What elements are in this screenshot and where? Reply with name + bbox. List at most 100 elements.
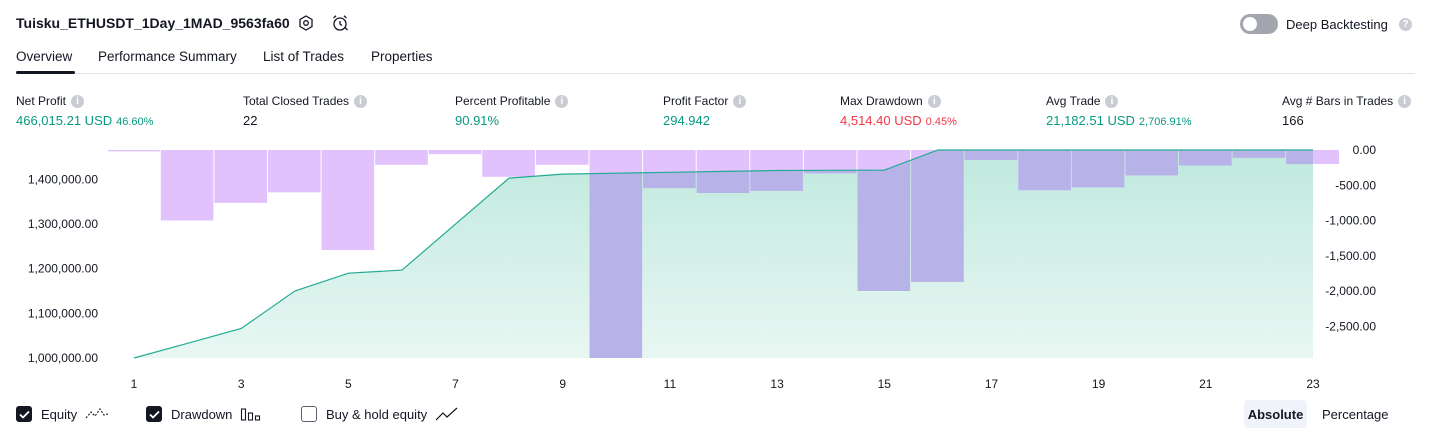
y-left-tick-label: 1,200,000.00: [28, 262, 98, 276]
metric-value: 294.942: [663, 113, 710, 128]
y-right-tick-label: -1,000.00: [1325, 214, 1376, 228]
drawdown-bar-overlap: [1018, 150, 1071, 191]
absolute-button[interactable]: Absolute: [1244, 400, 1307, 428]
y-right-tick-label: -2,500.00: [1325, 319, 1376, 333]
line-chart-icon: [435, 407, 458, 421]
drawdown-bar: [482, 150, 535, 177]
drawdown-checkbox[interactable]: Drawdown: [146, 404, 262, 424]
drawdown-bar: [428, 150, 482, 155]
drawdown-bar: [160, 150, 214, 221]
checkbox-unchecked-icon: [301, 406, 317, 422]
metric-label: Net Profit: [16, 94, 67, 108]
drawdown-bar-overlap: [1286, 150, 1313, 165]
metric-value: 22: [243, 113, 258, 128]
deep-backtesting-label: Deep Backtesting: [1286, 17, 1388, 32]
metric-avg-bars-in-trades: Avg # Bars in Trades i 166: [1282, 94, 1412, 128]
drawdown-bar-overlap: [589, 150, 643, 358]
drawdown-bar: [214, 150, 267, 203]
tabs-divider: [16, 73, 1415, 74]
equity-label: Equity: [41, 406, 78, 422]
y-right-tick-label: -2,000.00: [1325, 284, 1376, 298]
metric-value: 90.91%: [455, 113, 500, 128]
metric-total-closed-trades: Total Closed Trades i 22: [243, 94, 368, 128]
buy-hold-checkbox[interactable]: Buy & hold equity: [301, 404, 459, 424]
help-icon[interactable]: ?: [1399, 18, 1412, 31]
x-tick-label: 21: [1199, 377, 1213, 391]
info-icon[interactable]: i: [733, 94, 747, 108]
metric-value: 4,514.40 USD: [840, 113, 922, 128]
drawdown-bar-overlap: [911, 150, 964, 282]
drawdown-bar-overlap: [1232, 150, 1286, 158]
x-tick-label: 9: [559, 377, 566, 391]
metric-max-drawdown: Max Drawdown i 4,514.40 USD 0.45%: [840, 94, 957, 128]
checkbox-checked-icon: [16, 406, 32, 422]
tab-performance-summary[interactable]: Performance Summary: [98, 49, 237, 64]
info-icon[interactable]: i: [927, 94, 941, 108]
buy-hold-label: Buy & hold equity: [326, 406, 428, 422]
metric-label: Max Drawdown: [840, 94, 923, 108]
metric-label: Total Closed Trades: [243, 94, 350, 108]
bar-chart-icon: [241, 408, 261, 421]
drawdown-bar-overlap: [1071, 150, 1125, 188]
toggle-knob: [1243, 17, 1257, 31]
metric-value: 166: [1282, 113, 1304, 128]
drawdown-bar: [268, 150, 321, 193]
x-tick-label: 15: [878, 377, 892, 391]
drawdown-bar-overlap: [1125, 150, 1178, 176]
drawdown-bar: [375, 150, 428, 165]
drawdown-bar: [321, 150, 375, 251]
x-tick-label: 3: [238, 377, 245, 391]
info-icon[interactable]: i: [555, 94, 569, 108]
x-tick-label: 5: [345, 377, 352, 391]
drawdown-bar-overlap: [857, 150, 911, 291]
x-tick-label: 17: [985, 377, 999, 391]
metric-net-profit: Net Profit i 466,015.21 USD 46.60%: [16, 94, 153, 128]
metric-profit-factor: Profit Factor i 294.942: [663, 94, 747, 128]
y-right-tick-label: -500.00: [1335, 178, 1376, 192]
equity-area: [134, 150, 1313, 358]
info-icon[interactable]: i: [354, 94, 368, 108]
info-icon[interactable]: i: [1105, 94, 1119, 108]
metric-label: Avg Trade: [1046, 94, 1101, 108]
metric-value: 21,182.51 USD: [1046, 113, 1135, 128]
drawdown-bar-overlap: [1179, 150, 1232, 166]
info-icon[interactable]: i: [71, 94, 85, 108]
x-tick-label: 11: [664, 377, 677, 391]
deep-backtesting-toggle[interactable]: [1240, 14, 1278, 34]
metric-label: Profit Factor: [663, 94, 729, 108]
strategy-title: Tuisku_ETHUSDT_1Day_1MAD_9563fa60: [16, 15, 290, 31]
y-left-tick-label: 1,400,000.00: [28, 173, 98, 187]
tab-overview[interactable]: Overview: [16, 49, 73, 64]
metric-label: Avg # Bars in Trades: [1282, 94, 1394, 108]
y-right-tick-label: -1,500.00: [1325, 249, 1376, 263]
metric-percent: 0.45%: [925, 116, 957, 128]
checkbox-checked-icon: [146, 406, 162, 422]
metric-percent-profitable: Percent Profitable i 90.91%: [455, 94, 569, 128]
y-left-tick-label: 1,000,000.00: [28, 351, 98, 365]
drawdown-bar: [108, 150, 160, 152]
y-right-tick-label: 0.00: [1353, 143, 1377, 157]
equity-checkbox[interactable]: Equity: [16, 404, 109, 424]
x-tick-label: 19: [1092, 377, 1106, 391]
drawdown-label: Drawdown: [171, 406, 233, 422]
metric-percent: 46.60%: [116, 116, 154, 128]
x-tick-label: 7: [452, 377, 459, 391]
equity-legend-icon: [85, 408, 109, 419]
info-icon[interactable]: i: [1398, 94, 1412, 108]
metric-avg-trade: Avg Trade i 21,182.51 USD 2,706.91%: [1046, 94, 1192, 128]
settings-icon[interactable]: [295, 12, 317, 34]
x-tick-label: 1: [131, 377, 138, 391]
y-left-tick-label: 1,100,000.00: [28, 306, 98, 320]
alarm-clock-icon[interactable]: [329, 12, 351, 34]
metric-value: 466,015.21 USD: [16, 113, 113, 128]
x-tick-label: 13: [770, 377, 784, 391]
tab-properties[interactable]: Properties: [371, 49, 433, 64]
metric-label: Percent Profitable: [455, 94, 551, 108]
drawdown-bar-overlap: [964, 150, 1018, 160]
y-left-tick-label: 1,300,000.00: [28, 217, 98, 231]
tab-list-of-trades[interactable]: List of Trades: [263, 49, 345, 64]
x-tick-label: 23: [1306, 377, 1320, 391]
equity-drawdown-chart[interactable]: 1 3 5 7 9 11 13 15 17 19 21 231,400,000.001,300,000…: [0, 138, 1431, 396]
equity-line: [133, 149, 1313, 359]
percentage-button[interactable]: Percentage: [1322, 406, 1389, 422]
